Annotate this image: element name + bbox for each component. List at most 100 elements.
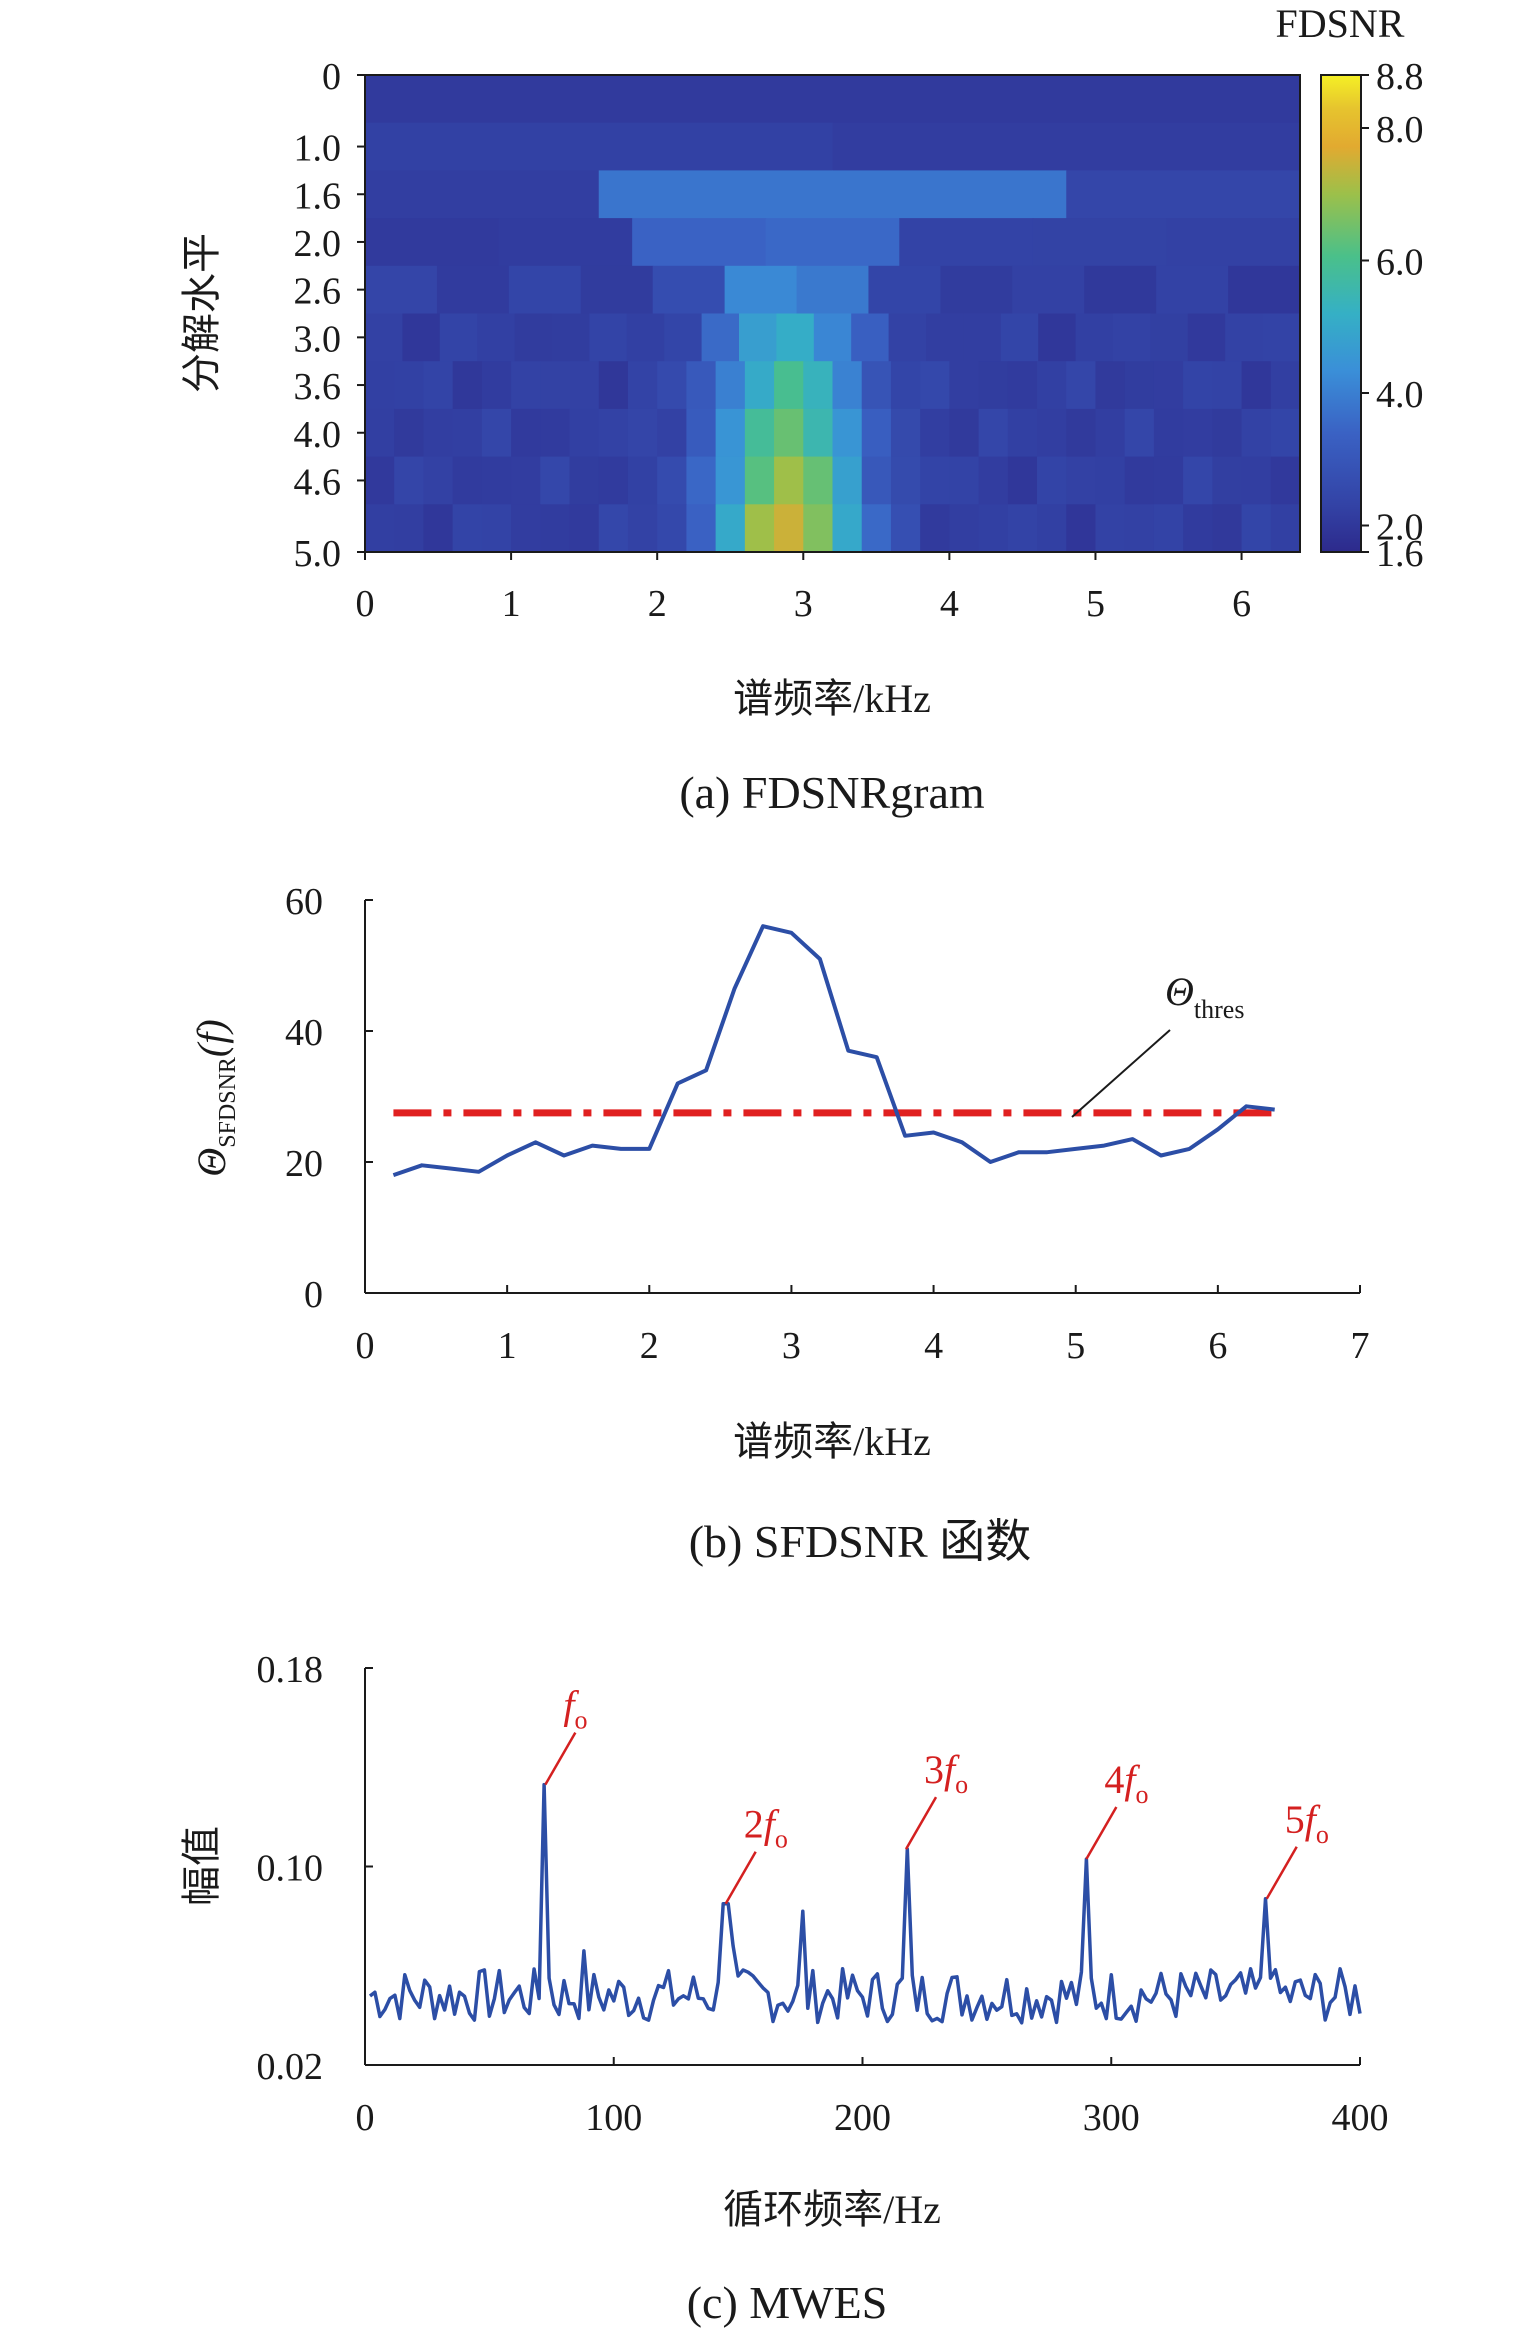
heatmap-cell bbox=[1270, 408, 1301, 458]
c-xlabel: 循环频率/Hz bbox=[723, 2187, 941, 2232]
heatmap-cell bbox=[569, 408, 600, 458]
heatmap-cell bbox=[686, 361, 717, 410]
heatmap-cell bbox=[724, 265, 798, 315]
heatmap-cell bbox=[598, 504, 629, 553]
heatmap-cell bbox=[511, 361, 541, 410]
heatmap-cell bbox=[1156, 265, 1229, 315]
heatmap-cell bbox=[540, 408, 571, 458]
threshold-annotation-leader bbox=[1071, 1029, 1171, 1118]
heatmap-cell bbox=[890, 361, 921, 410]
heatmap-cell bbox=[978, 456, 1009, 505]
heatmap-cell bbox=[803, 504, 834, 553]
heatmap-cell bbox=[481, 408, 512, 458]
heatmap-cell bbox=[402, 313, 441, 362]
heatmap-cell bbox=[920, 408, 950, 458]
heatmap-cell bbox=[851, 313, 890, 362]
harmonic-label: fo bbox=[563, 1683, 587, 1735]
heatmap-cell bbox=[1262, 313, 1301, 362]
heatmap-cell bbox=[1212, 456, 1243, 505]
harmonic-label-coef: 5 bbox=[1285, 1797, 1305, 1842]
heatmap-x-tick-label: 1 bbox=[502, 583, 521, 625]
b-xlabel: 谱频率/kHz bbox=[733, 1419, 931, 1464]
harmonic-label-sub: o bbox=[1136, 1780, 1149, 1809]
heatmap-cell bbox=[861, 504, 892, 553]
colorbar-tick-label: 6.0 bbox=[1376, 242, 1424, 284]
b-x-tick-label: 2 bbox=[640, 1325, 659, 1367]
heatmap-cell bbox=[1228, 265, 1301, 315]
harmonic-leader bbox=[1085, 1806, 1118, 1860]
heatmap-cell bbox=[627, 408, 658, 458]
heatmap-cell bbox=[423, 408, 454, 458]
harmonic-label: 2fo bbox=[744, 1802, 788, 1854]
heatmap-cell bbox=[1270, 361, 1301, 410]
c-y-tick-label: 0.18 bbox=[257, 1649, 324, 1691]
heatmap-cells bbox=[365, 75, 1301, 553]
heatmap-y-tick-label: 1.6 bbox=[294, 175, 342, 217]
harmonic-label-coef: 2 bbox=[744, 1802, 764, 1847]
heatmap-y-tick-label: 3.0 bbox=[294, 318, 342, 360]
heatmap-cell bbox=[365, 265, 438, 315]
heatmap-cell bbox=[652, 265, 726, 315]
heatmap-x-tick-label: 4 bbox=[940, 583, 959, 625]
heatmap-cell bbox=[926, 313, 964, 362]
heatmap-x-tick-label: 6 bbox=[1232, 583, 1251, 625]
heatmap-cell bbox=[569, 361, 600, 410]
heatmap-y-tick-label: 1.0 bbox=[294, 128, 342, 170]
heatmap-cell bbox=[569, 456, 600, 505]
harmonic-label: 4fo bbox=[1104, 1757, 1148, 1809]
heatmap-cell bbox=[1270, 504, 1301, 553]
mwes-series-line bbox=[368, 1782, 1362, 2025]
b-x-tick-label: 6 bbox=[1208, 1325, 1227, 1367]
heatmap-x-tick-label: 5 bbox=[1086, 583, 1105, 625]
b-ylabel-sub: SFDSNR bbox=[215, 1057, 241, 1148]
heatmap-cell bbox=[365, 75, 1301, 124]
heatmap-cell bbox=[1241, 504, 1272, 553]
heatmap-cell bbox=[868, 265, 941, 315]
heatmap-cell bbox=[949, 504, 980, 553]
colorbar-tick-label: 2.0 bbox=[1376, 507, 1424, 549]
heatmap-cell bbox=[1212, 504, 1243, 553]
heatmap-cell bbox=[1225, 313, 1264, 362]
b-x-tick-label: 7 bbox=[1351, 1325, 1370, 1367]
heatmap-cell bbox=[832, 361, 863, 410]
heatmap-cell bbox=[1037, 456, 1067, 505]
heatmap-cell bbox=[832, 504, 863, 553]
heatmap-cell bbox=[365, 313, 403, 362]
heatmap-cell bbox=[394, 408, 425, 458]
b-y-tick-label: 20 bbox=[285, 1143, 323, 1185]
heatmap-cell bbox=[1095, 408, 1126, 458]
heatmap-cell bbox=[1066, 170, 1301, 219]
heatmap-cell bbox=[452, 408, 483, 458]
heatmap-cell bbox=[1037, 361, 1067, 410]
heatmap-cell bbox=[423, 504, 454, 553]
heatmap-cell bbox=[765, 218, 900, 267]
heatmap-cell bbox=[739, 313, 777, 362]
heatmap-x-tick-label: 3 bbox=[794, 583, 813, 625]
heatmap-cell bbox=[1124, 361, 1155, 410]
heatmap-cell bbox=[774, 361, 804, 410]
heatmap-cell bbox=[552, 313, 590, 362]
harmonic-label: 5fo bbox=[1285, 1797, 1329, 1849]
heatmap-cell bbox=[899, 218, 1034, 267]
c-y-tick-label: 0.02 bbox=[257, 2046, 324, 2088]
heatmap-cell bbox=[1212, 408, 1243, 458]
heatmap-cell bbox=[920, 504, 950, 553]
heatmap-cell bbox=[861, 361, 892, 410]
heatmap-cell bbox=[1150, 313, 1189, 362]
harmonic-leader bbox=[544, 1731, 577, 1786]
harmonic-leader bbox=[1265, 1846, 1298, 1900]
heatmap-cell bbox=[452, 504, 483, 553]
b-ylabel: ΘSFDSNR(f) bbox=[189, 1019, 241, 1176]
heatmap-cell bbox=[832, 122, 1301, 171]
heatmap-cell bbox=[580, 265, 654, 315]
harmonic-label-sub: o bbox=[1316, 1820, 1329, 1849]
heatmap-cell bbox=[861, 456, 892, 505]
heatmap-cell bbox=[1153, 504, 1184, 553]
b-ylabel-arg: (f) bbox=[189, 1019, 234, 1057]
heatmap-cell bbox=[803, 408, 834, 458]
heatmap-cell bbox=[1241, 456, 1272, 505]
colorbar bbox=[1320, 74, 1362, 553]
heatmap-y-tick-label: 0 bbox=[322, 56, 341, 98]
